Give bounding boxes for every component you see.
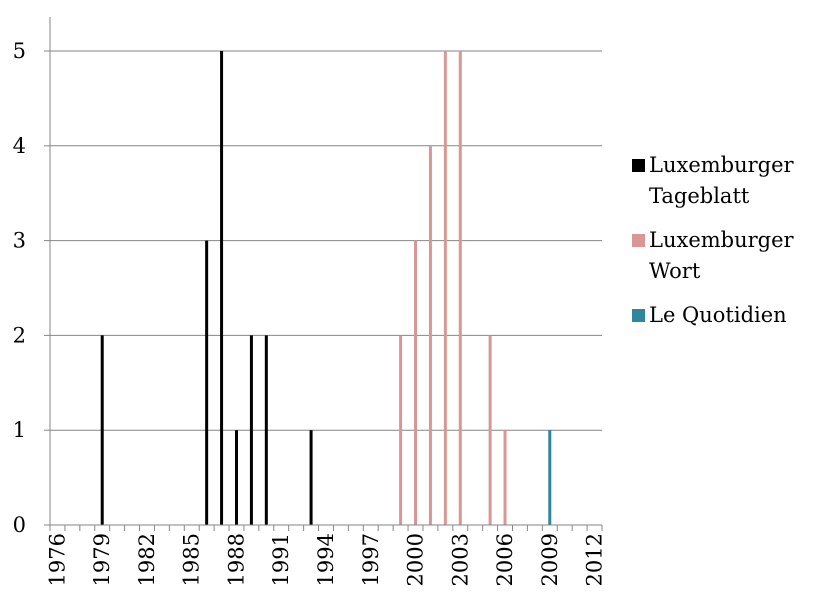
legend: Luxemburger Tageblatt Luxemburger Wort L…: [632, 150, 825, 344]
legend-item-luxemburger-wort: Luxemburger Wort: [632, 225, 825, 287]
bar: [399, 335, 403, 525]
bar: [443, 51, 447, 525]
y-tick-label: 1: [13, 418, 26, 442]
bar: [100, 335, 104, 525]
legend-swatch: [632, 309, 645, 322]
x-tick-label: 2012: [583, 533, 607, 586]
y-tick-label: 5: [13, 39, 26, 63]
x-tick-label: 1994: [314, 533, 338, 586]
x-tick-label: 1982: [135, 533, 159, 586]
legend-label: Luxemburger Tageblatt: [649, 153, 794, 208]
x-tick-label: 1991: [269, 533, 293, 586]
x-tick-label: 1997: [359, 533, 383, 586]
legend-label: Luxemburger Wort: [649, 228, 794, 283]
y-tick-label: 2: [13, 323, 26, 347]
gridlines: [50, 50, 602, 431]
legend-label: Le Quotidien: [649, 303, 787, 327]
x-tick-label: 1985: [180, 533, 204, 586]
bars: [100, 51, 552, 526]
x-tick-label: 1988: [224, 533, 248, 586]
bar: [264, 335, 268, 525]
y-tick-labels: 0 1 2 3 4 5: [13, 39, 26, 537]
x-tick-labels: 1976 1979 1982 1985 1988 1991 1994 1997 2000 2003…: [45, 533, 606, 586]
axes: [44, 17, 603, 531]
y-tick-label: 4: [13, 134, 26, 158]
bar: [548, 430, 552, 525]
bar: [503, 430, 507, 525]
x-tick-label: 2009: [538, 533, 562, 586]
bar: [414, 240, 418, 525]
bar: [234, 430, 238, 525]
bar: [249, 335, 253, 525]
legend-item-luxemburger-tageblatt: Luxemburger Tageblatt: [632, 150, 825, 212]
x-tick-label: 1979: [90, 533, 114, 586]
x-tick-label: 1976: [45, 533, 69, 586]
bar: [428, 145, 432, 526]
legend-swatch: [632, 159, 645, 172]
y-tick-label: 0: [13, 513, 26, 537]
bar: [488, 335, 492, 525]
legend-item-le-quotidien: Le Quotidien: [632, 300, 825, 331]
bar: [205, 240, 209, 525]
y-tick-label: 3: [13, 229, 26, 253]
x-tick-label: 2003: [448, 533, 472, 586]
bar: [309, 430, 313, 525]
legend-swatch: [632, 234, 645, 247]
x-tick-label: 2000: [404, 533, 428, 586]
x-tick-label: 2006: [493, 533, 517, 586]
bar: [220, 51, 224, 525]
bar: [458, 51, 462, 525]
